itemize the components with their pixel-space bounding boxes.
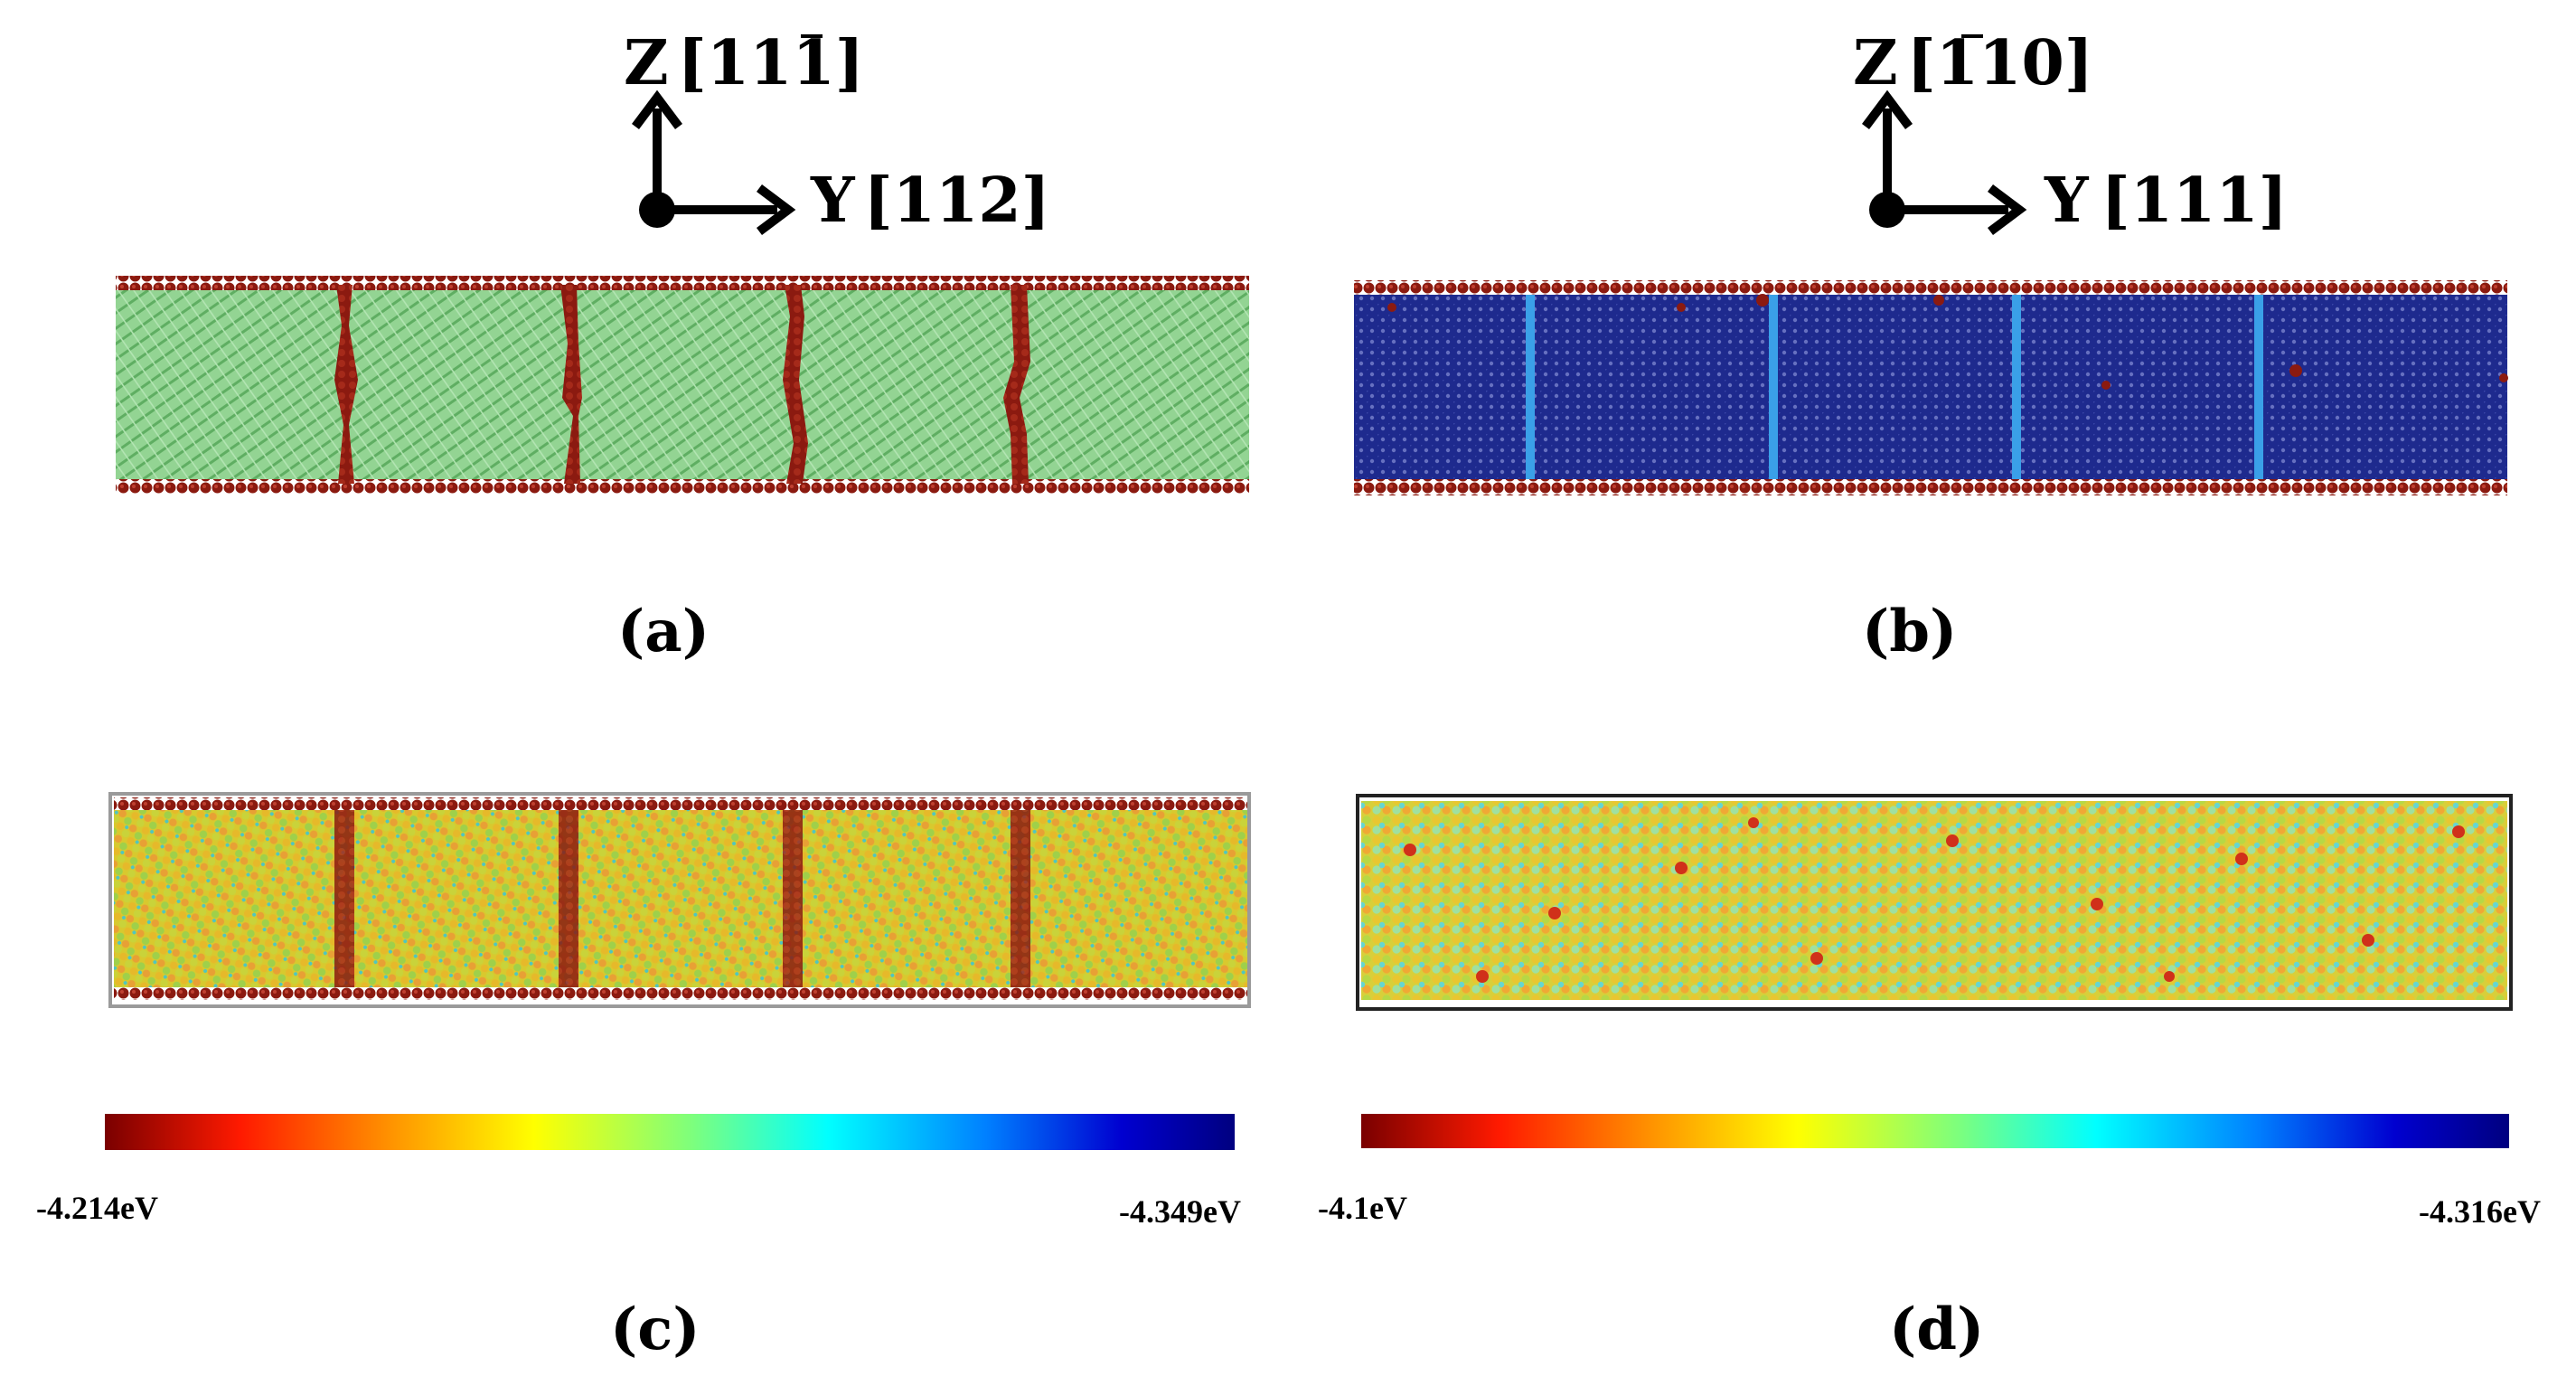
bottom-surface <box>114 987 1247 1000</box>
y-arrow-head <box>1988 184 2027 235</box>
panel-b: Z [110] Y [111] (b) <box>1354 27 2508 665</box>
grain-matrix <box>116 280 1249 490</box>
crystal-slab-a <box>116 276 1249 494</box>
axes-origin-dot <box>1869 192 1905 228</box>
defect-atom <box>1933 295 1944 306</box>
colorbar-max-label-d: -4.316eV <box>2419 1193 2541 1230</box>
grain-matrix <box>1354 280 2507 488</box>
twin-boundary-2 <box>1769 295 1778 479</box>
z-arrow-head <box>1862 90 1913 129</box>
colorbar-min-label-c: -4.214eV <box>36 1190 158 1226</box>
panel-label-a: (a) <box>617 598 710 665</box>
bottom-surface <box>1354 479 2507 495</box>
panel-d: -4.1eV -4.316eV (d) <box>1318 794 2541 1363</box>
z-arrow-head <box>632 90 682 129</box>
top-surface <box>114 797 1247 810</box>
grain-boundary-4 <box>1011 810 1030 987</box>
grain-boundary-1 <box>334 810 354 987</box>
colorbar-d <box>1361 1114 2509 1148</box>
atom-field <box>1361 801 2507 1000</box>
colorbar-c <box>105 1114 1235 1150</box>
grain-boundary-1 <box>334 285 358 484</box>
defect-atom <box>2499 373 2508 382</box>
atom <box>1946 834 1959 847</box>
atom <box>2091 898 2103 910</box>
defect-atom <box>1756 294 1769 306</box>
axes-origin-dot <box>639 192 675 228</box>
grain-boundary-4 <box>1003 285 1030 484</box>
y-axis-label: Y [111] <box>2044 165 2288 237</box>
y-arrow-head <box>757 184 796 235</box>
energy-slab-d <box>1356 794 2513 1011</box>
atom <box>1404 844 1416 856</box>
atom <box>2452 825 2465 838</box>
z-axis-label: Z [111] <box>624 27 864 99</box>
colorbar-min-label-d: -4.1eV <box>1318 1190 1407 1226</box>
z-axis-label: Z [110] <box>1853 27 2093 99</box>
atom <box>2362 934 2374 947</box>
crystal-slab-b <box>1354 280 2508 495</box>
atom <box>2235 853 2248 865</box>
twin-boundary-1 <box>1526 295 1535 479</box>
simulation-box <box>1356 794 2513 1011</box>
energy-slab-c <box>108 792 1251 1008</box>
atom <box>1810 952 1823 965</box>
atom <box>1675 862 1688 874</box>
top-surface <box>116 276 1249 290</box>
atom <box>1548 907 1561 919</box>
grain-boundary-3 <box>783 285 808 484</box>
defect-atom <box>1677 303 1686 312</box>
panel-label-d: (d) <box>1889 1296 1984 1363</box>
colorbar-max-label-c: -4.349eV <box>1119 1193 1241 1230</box>
panel-a: Z [111] Y [112] (a) <box>116 27 1249 665</box>
defect-atom <box>2101 381 2111 390</box>
grain-boundary-2 <box>559 810 578 987</box>
bottom-surface <box>116 479 1249 494</box>
grain-boundary-2 <box>560 285 582 484</box>
defect-atom <box>1387 303 1396 312</box>
atom <box>1748 817 1759 828</box>
atom <box>2164 971 2175 982</box>
twin-boundary-4 <box>2254 295 2263 479</box>
axes-indicator-a: Z [111] Y [112] <box>624 27 1050 237</box>
grain-boundary-3 <box>783 810 803 987</box>
twin-boundary-3 <box>2012 295 2021 479</box>
simulation-box <box>108 792 1251 1008</box>
panel-c: -4.214eV -4.349eV (c) <box>36 792 1251 1363</box>
atom <box>1476 970 1489 983</box>
axes-indicator-b: Z [110] Y [111] <box>1853 27 2288 237</box>
y-axis-label: Y [112] <box>810 165 1050 237</box>
defect-atom <box>2289 364 2302 377</box>
panel-label-c: (c) <box>610 1296 700 1363</box>
atom-field <box>114 803 1247 996</box>
top-surface <box>1354 280 2507 295</box>
panel-label-b: (b) <box>1862 598 1957 665</box>
